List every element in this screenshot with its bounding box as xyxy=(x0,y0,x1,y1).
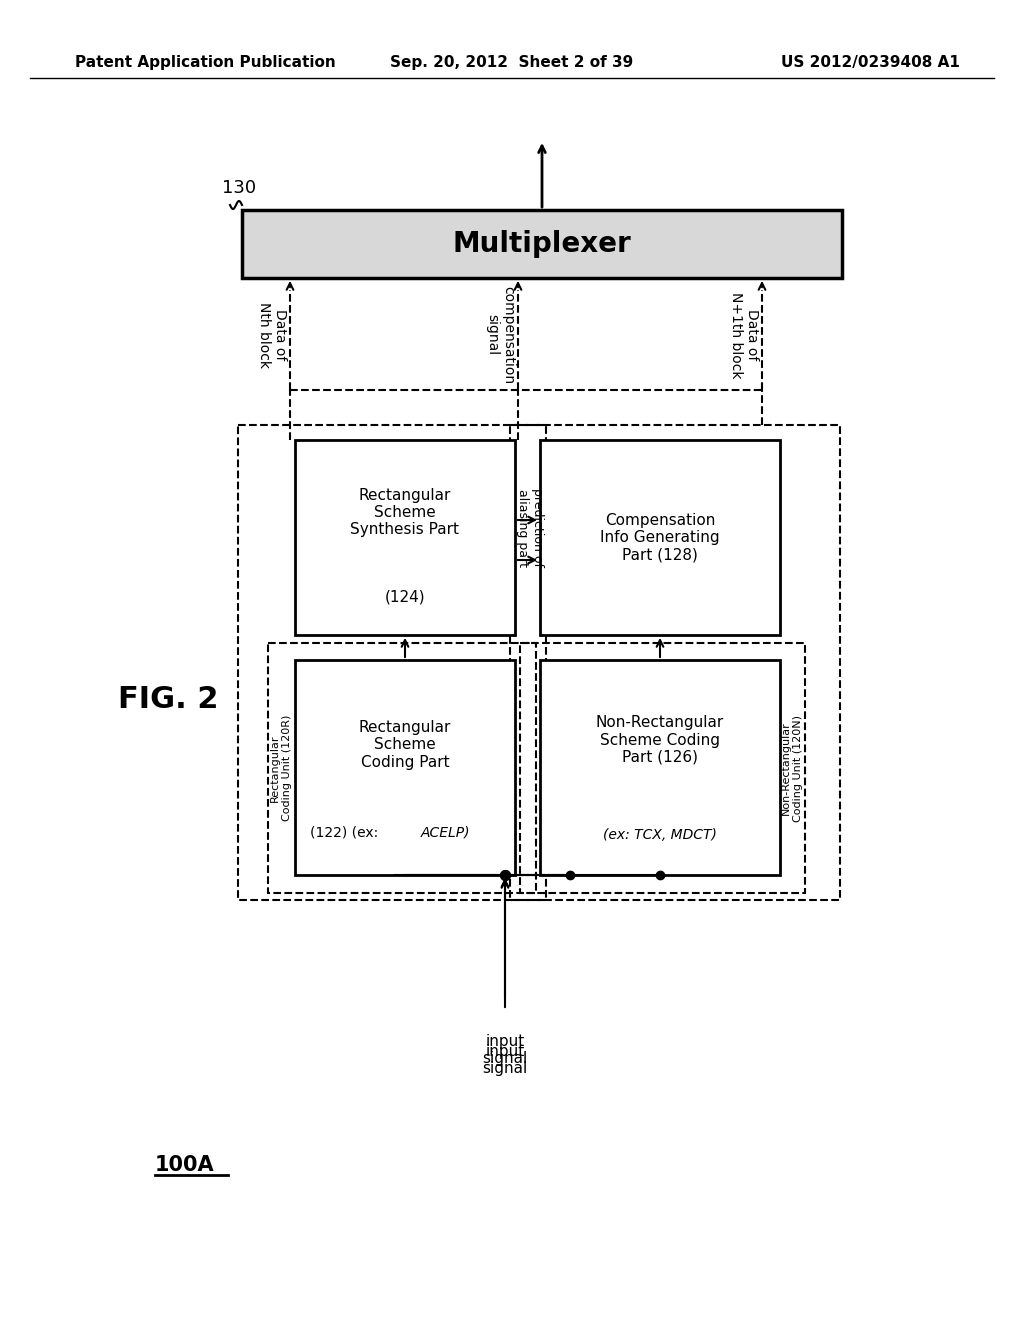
Text: input
signal: input signal xyxy=(482,1034,527,1067)
Text: FIG. 2: FIG. 2 xyxy=(118,685,218,714)
Text: (ex: TCX, MDCT): (ex: TCX, MDCT) xyxy=(603,828,717,842)
Text: Rectangular
Scheme
Coding Part: Rectangular Scheme Coding Part xyxy=(358,719,452,770)
Text: Sep. 20, 2012  Sheet 2 of 39: Sep. 20, 2012 Sheet 2 of 39 xyxy=(390,54,634,70)
Bar xyxy=(295,660,515,875)
Bar xyxy=(268,643,536,894)
Text: Rectangular
Coding Unit (120R): Rectangular Coding Unit (120R) xyxy=(270,715,292,821)
Text: Patent Application Publication: Patent Application Publication xyxy=(75,54,336,70)
Text: (122) (ex:: (122) (ex: xyxy=(310,826,383,840)
Text: 100A: 100A xyxy=(155,1155,215,1175)
Text: Data of
Nth block: Data of Nth block xyxy=(257,302,287,368)
Text: Non-Rectangular
Scheme Coding
Part (126): Non-Rectangular Scheme Coding Part (126) xyxy=(596,715,724,764)
Text: Compensation
Info Generating
Part (128): Compensation Info Generating Part (128) xyxy=(600,512,720,562)
Text: Non-Rectangular
Coding Unit (120N): Non-Rectangular Coding Unit (120N) xyxy=(781,714,803,821)
Text: 130: 130 xyxy=(222,180,256,197)
Text: input
signal: input signal xyxy=(482,1044,527,1076)
Bar xyxy=(242,210,842,279)
Bar xyxy=(238,425,546,900)
Bar xyxy=(510,425,840,900)
Text: compensation
signal: compensation signal xyxy=(485,286,515,384)
Text: prediction of
aliasing part: prediction of aliasing part xyxy=(516,488,544,568)
Bar xyxy=(520,643,805,894)
Bar xyxy=(540,440,780,635)
Text: US 2012/0239408 A1: US 2012/0239408 A1 xyxy=(781,54,961,70)
Bar xyxy=(540,660,780,875)
Text: Multiplexer: Multiplexer xyxy=(453,230,632,257)
Text: ACELP): ACELP) xyxy=(420,826,470,840)
Bar xyxy=(295,440,515,635)
Text: (124): (124) xyxy=(385,590,425,605)
Text: Rectangular
Scheme
Synthesis Part: Rectangular Scheme Synthesis Part xyxy=(350,487,460,537)
Text: Data of
N+1th block: Data of N+1th block xyxy=(729,292,759,379)
